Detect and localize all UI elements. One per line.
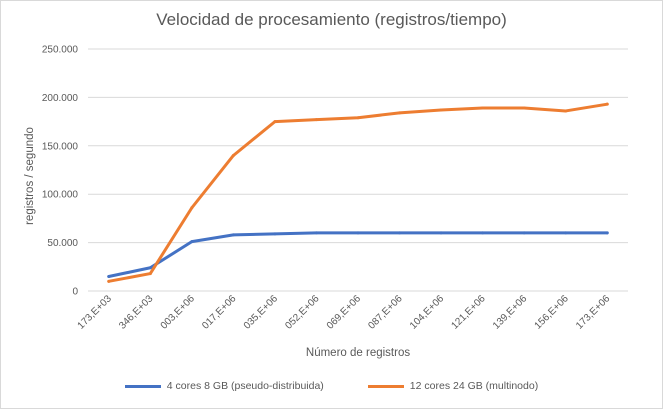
data-point-series-1 (481, 231, 485, 235)
x-tick-label: 139,E+06 (491, 293, 530, 332)
data-point-series-1 (314, 231, 318, 235)
data-point-series-2 (356, 116, 360, 120)
data-point-series-1 (605, 231, 609, 235)
x-tick-label: 346,E+03 (117, 293, 156, 332)
x-tick-label: 017,E+06 (200, 293, 239, 332)
y-tick-label: 250.000 (42, 45, 79, 56)
data-point-series-1 (356, 231, 360, 235)
data-point-series-1 (522, 231, 526, 235)
chart-title: Velocidad de procesamiento (registros/ti… (156, 10, 507, 29)
x-tick-label: 052,E+06 (283, 293, 322, 332)
data-point-series-2 (481, 106, 485, 110)
legend-item-series-2: 12 cores 24 GB (multinodo) (367, 380, 539, 392)
data-point-series-2 (231, 153, 235, 157)
data-point-series-2 (439, 108, 443, 112)
x-tick-label: 104,E+06 (408, 293, 447, 332)
data-point-series-2 (564, 109, 568, 113)
y-tick-label: 100.000 (42, 190, 79, 201)
data-point-series-1 (190, 240, 194, 244)
data-point-series-1 (398, 231, 402, 235)
data-point-series-2 (273, 120, 277, 124)
data-point-series-1 (273, 232, 277, 236)
data-point-series-2 (314, 118, 318, 122)
series-line-2 (107, 102, 609, 283)
data-point-series-1 (564, 231, 568, 235)
x-tick-label: 156,E+06 (533, 293, 572, 332)
x-tick-label: 087,E+06 (366, 293, 405, 332)
x-tick-label: 003,E+06 (159, 293, 198, 332)
x-tick-label: 069,E+06 (325, 293, 364, 332)
legend: 4 cores 8 GB (pseudo-distribuida) 12 cor… (0, 380, 663, 392)
x-tick-label: 173,E+06 (574, 293, 613, 332)
data-point-series-2 (605, 102, 609, 106)
data-point-series-2 (190, 206, 194, 210)
data-point-series-2 (107, 279, 111, 283)
y-tick-label: 0 (72, 287, 78, 298)
legend-label-series-2: 12 cores 24 GB (multinodo) (409, 380, 539, 392)
data-point-series-1 (148, 266, 152, 270)
series-line-1 (107, 231, 609, 278)
data-point-series-2 (398, 111, 402, 115)
y-tick-label: 50.000 (47, 238, 78, 249)
y-axis-label: registros / segundo (24, 127, 36, 225)
y-tick-label: 150.000 (42, 141, 79, 152)
data-point-series-2 (148, 272, 152, 276)
legend-swatch-series-2 (367, 384, 404, 388)
legend-item-series-1: 4 cores 8 GB (pseudo-distribuida) (124, 380, 324, 392)
y-tick-label: 200.000 (42, 93, 79, 104)
legend-swatch-series-1 (124, 384, 161, 388)
x-tick-label: 173,E+03 (76, 293, 115, 332)
data-point-series-1 (107, 274, 111, 278)
x-tick-label: 035,E+06 (242, 293, 281, 332)
x-axis-label: Número de registros (305, 347, 411, 359)
data-point-series-1 (231, 233, 235, 237)
legend-label-series-1: 4 cores 8 GB (pseudo-distribuida) (166, 380, 324, 392)
data-point-series-2 (522, 106, 526, 110)
data-point-series-1 (439, 231, 443, 235)
x-tick-label: 121,E+06 (449, 293, 488, 332)
